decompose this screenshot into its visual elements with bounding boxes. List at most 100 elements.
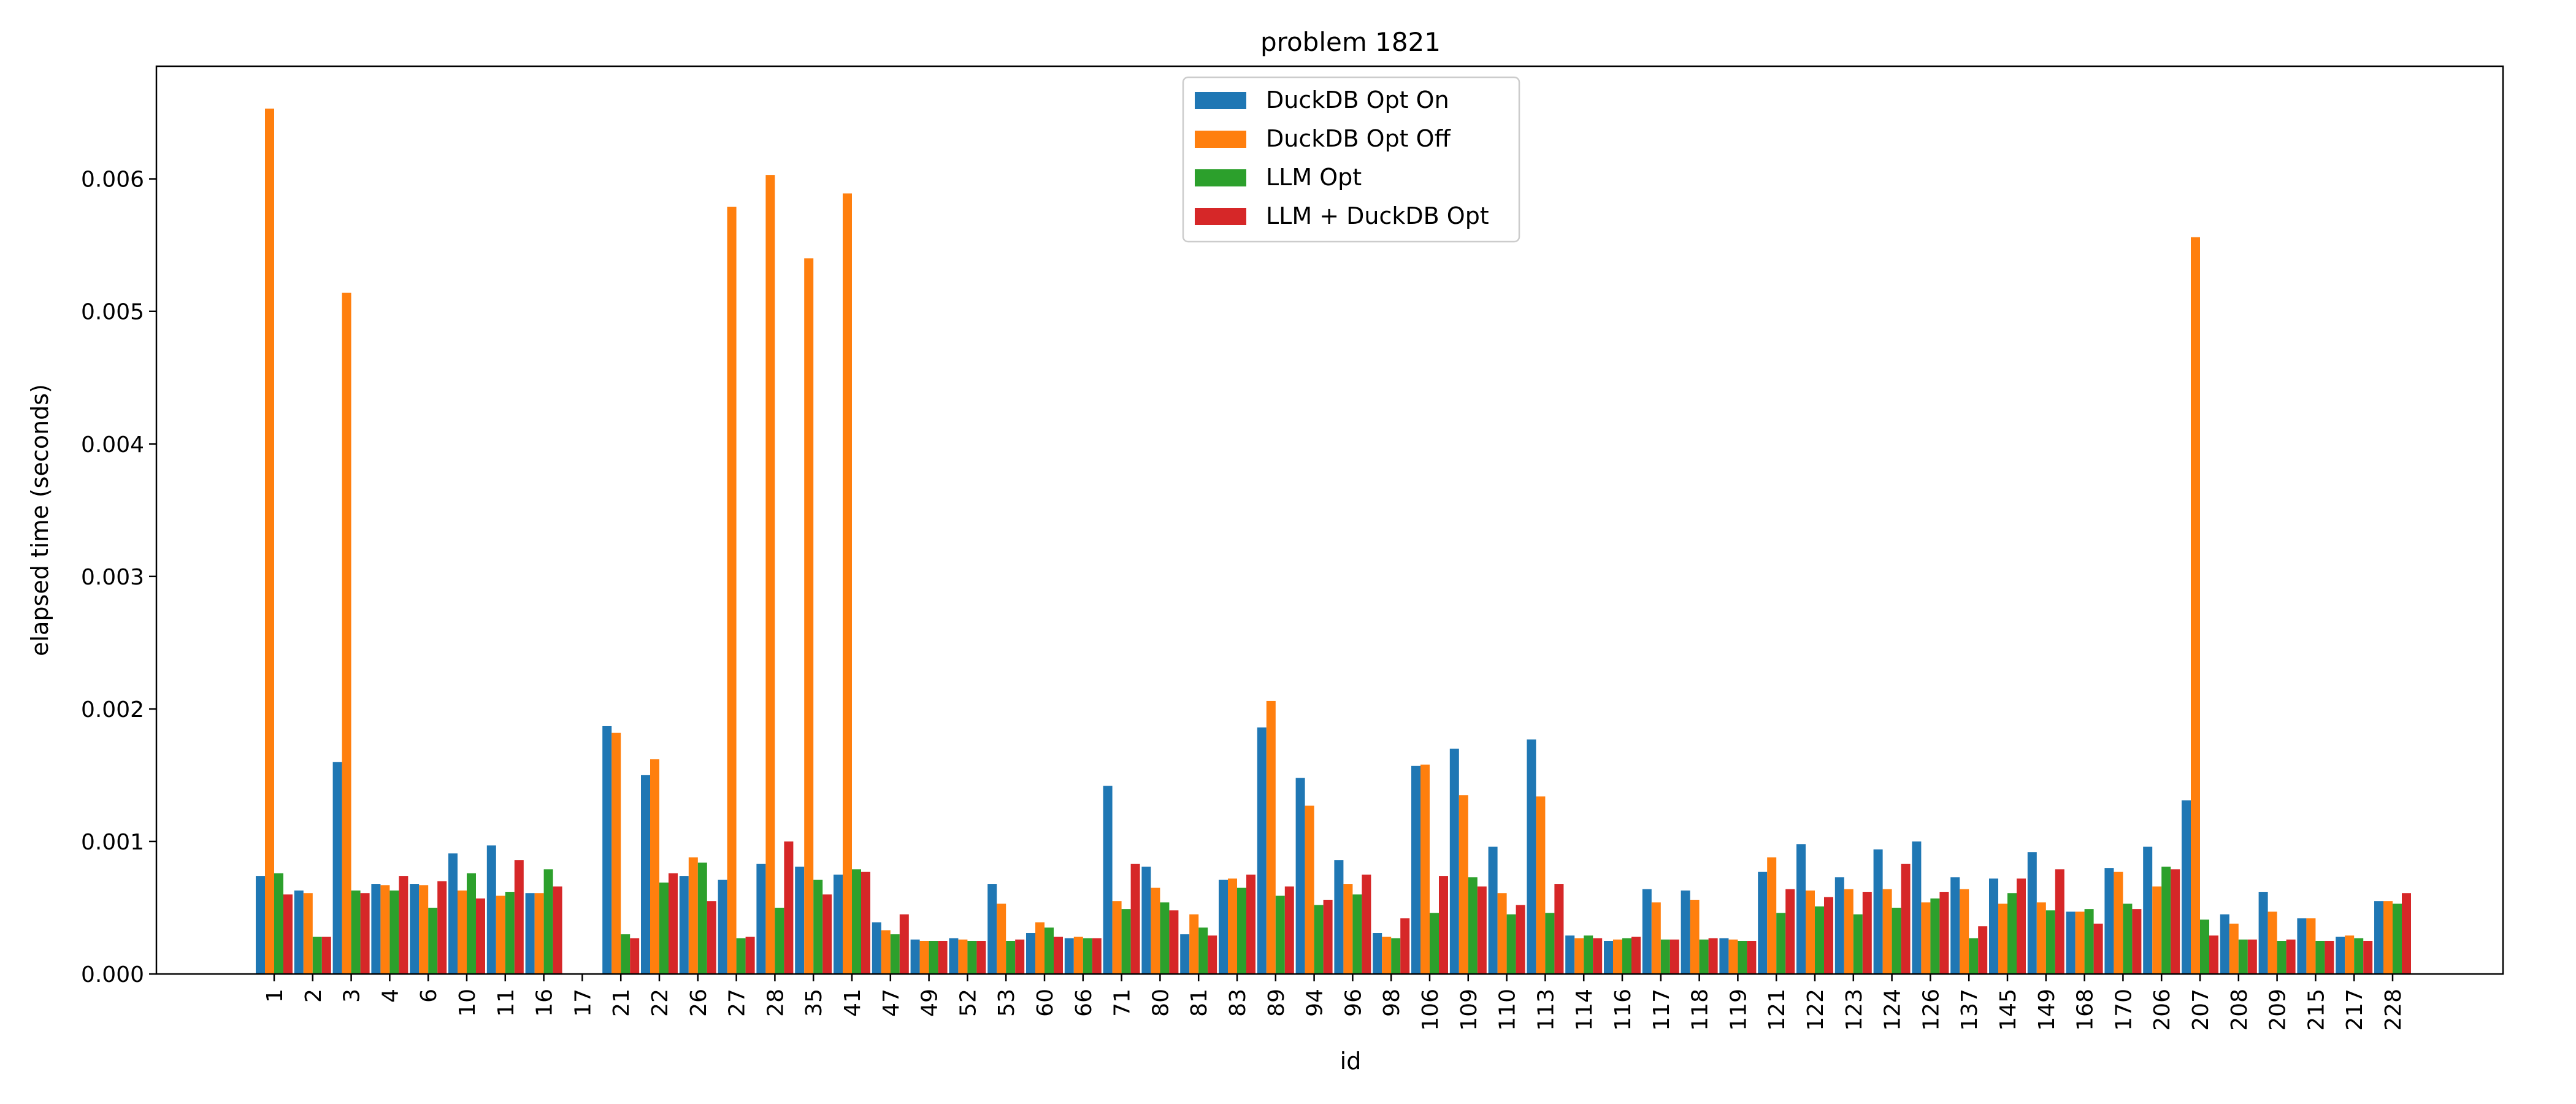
bar <box>283 894 293 974</box>
bar <box>727 207 737 974</box>
bar <box>1352 894 1362 974</box>
legend-swatch <box>1195 169 1246 186</box>
x-tick-label: 109 <box>1457 989 1482 1031</box>
x-tick-label: 124 <box>1880 989 1906 1031</box>
bar <box>1844 889 1853 974</box>
bar <box>2345 935 2355 974</box>
y-tick-label: 0.002 <box>81 697 144 723</box>
bar <box>1334 860 1344 974</box>
bar <box>1554 884 1564 974</box>
x-tick-label: 11 <box>494 989 519 1017</box>
bar <box>1960 889 1969 974</box>
bar <box>1584 935 1593 974</box>
bar <box>1574 938 1584 974</box>
bar <box>2123 903 2133 974</box>
bar <box>1776 913 1786 974</box>
x-tick-label: 126 <box>1919 989 1944 1031</box>
bar <box>1391 938 1401 974</box>
legend-entry-label: LLM + DuckDB Opt <box>1266 202 1489 229</box>
x-tick-label: 53 <box>994 989 1019 1017</box>
bar <box>1006 940 1016 974</box>
bar <box>2393 903 2402 974</box>
bar <box>2161 866 2171 974</box>
x-tick-label: 121 <box>1765 989 1790 1031</box>
legend-swatch <box>1195 92 1246 109</box>
bar <box>2114 872 2123 974</box>
bar <box>1593 938 1603 974</box>
bar <box>1912 841 1922 974</box>
bar <box>1064 938 1074 974</box>
bar <box>476 898 485 974</box>
x-tick-label: 6 <box>416 989 442 1003</box>
bar <box>688 857 698 974</box>
y-tick-label: 0.004 <box>81 432 144 458</box>
bar <box>861 872 870 974</box>
bar <box>1690 900 1700 974</box>
x-tick-label: 71 <box>1110 989 1135 1017</box>
bar <box>938 940 948 974</box>
bar <box>1219 880 1228 974</box>
bar <box>1015 939 1025 974</box>
x-tick-label: 89 <box>1264 989 1289 1017</box>
bar <box>2055 869 2064 974</box>
x-tick-label: 28 <box>763 989 788 1017</box>
bar <box>2200 919 2209 974</box>
bar <box>1228 878 1237 974</box>
bar <box>1604 940 1613 974</box>
bar <box>303 893 313 974</box>
bar <box>602 726 612 974</box>
legend-entry-label: LLM Opt <box>1266 164 1362 191</box>
bar <box>1488 846 1498 974</box>
x-tick-label: 110 <box>1495 989 1520 1031</box>
bar <box>274 873 283 974</box>
bar <box>399 876 408 974</box>
bar <box>1545 913 1555 974</box>
x-tick-label: 119 <box>1726 989 1751 1031</box>
bar <box>505 892 515 974</box>
x-tick-label: 1 <box>263 989 288 1003</box>
x-tick-label: 94 <box>1303 989 1328 1017</box>
bar <box>2132 909 2142 974</box>
bar <box>437 881 447 974</box>
x-tick-label: 2 <box>301 989 326 1003</box>
chart-title: problem 1821 <box>1260 27 1441 57</box>
bar <box>2306 918 2316 974</box>
y-axis: 0.000 0.001 0.002 0.003 0.004 0.005 0.006 <box>81 167 156 987</box>
bar <box>813 880 823 974</box>
x-tick-label: 52 <box>956 989 981 1017</box>
bar <box>1430 913 1439 974</box>
x-tick-label: 217 <box>2342 989 2367 1031</box>
bar <box>1669 939 1679 974</box>
bar <box>467 873 476 974</box>
x-tick-label: 122 <box>1803 989 1828 1031</box>
bar <box>1121 909 1131 974</box>
x-tick-label: 3 <box>340 989 365 1003</box>
bar <box>1382 937 1392 974</box>
bar <box>265 109 274 974</box>
bar <box>795 866 805 974</box>
bar <box>2104 868 2114 974</box>
bar <box>1411 765 1420 974</box>
bar <box>525 893 535 974</box>
bar <box>2247 939 2257 974</box>
bar <box>1169 910 1179 974</box>
x-tick-label: 26 <box>686 989 711 1017</box>
bar <box>1506 914 1516 974</box>
bar <box>967 940 977 974</box>
legend-entry-label: DuckDB Opt On <box>1266 86 1449 113</box>
bar <box>1420 764 1430 974</box>
bar <box>1767 857 1777 974</box>
bar <box>380 885 390 974</box>
bar <box>1400 918 1410 974</box>
x-tick-label: 117 <box>1649 989 1674 1031</box>
bar <box>1343 884 1353 974</box>
bar <box>822 894 832 974</box>
x-tick-label: 114 <box>1572 989 1597 1031</box>
x-tick-label: 80 <box>1148 989 1173 1017</box>
bar <box>1527 739 1536 974</box>
bar <box>2238 939 2248 974</box>
bar <box>1978 926 1988 974</box>
bar <box>1862 892 1872 974</box>
bar <box>1796 844 1806 974</box>
bar <box>1622 938 1631 974</box>
